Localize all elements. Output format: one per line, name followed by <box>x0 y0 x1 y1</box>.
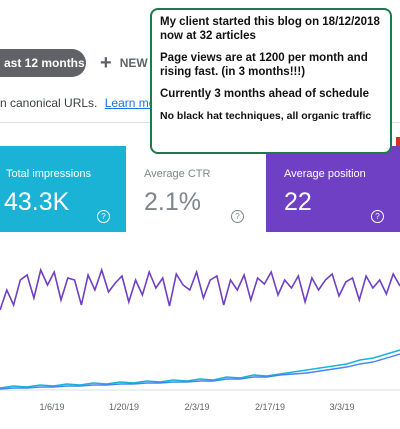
average-position-line <box>0 267 400 311</box>
x-axis-ticks: 1/6/19 1/20/19 2/3/19 2/17/19 3/3/19 <box>39 402 354 412</box>
toolbar: ast 12 months ✎ + NEW <box>0 40 400 86</box>
position-label: Average position <box>284 168 366 180</box>
annotation-text: Currently 3 months ahead of schedule <box>160 87 382 101</box>
annotation-text: Page views are at 1200 per month and ris… <box>160 51 382 79</box>
performance-chart: 1/6/19 1/20/19 2/3/19 2/17/19 3/3/19 <box>0 250 400 424</box>
x-tick-label: 2/17/19 <box>255 402 285 412</box>
help-icon[interactable]: ? <box>97 210 110 223</box>
performance-chart-svg: 1/6/19 1/20/19 2/3/19 2/17/19 3/3/19 <box>0 267 400 412</box>
total-impressions-line <box>0 349 400 389</box>
help-icon[interactable]: ? <box>371 210 384 223</box>
x-tick-label: 3/3/19 <box>329 402 354 412</box>
notice-text: n canonical URLs. <box>0 96 98 110</box>
annotation-line: Page views are at 1200 per month and <box>160 52 368 64</box>
new-button-label: NEW <box>119 56 148 70</box>
impressions-label: Total impressions <box>6 168 91 180</box>
annotation-line: No black hat techniques, all organic tra… <box>160 110 372 122</box>
date-range-chip[interactable]: ast 12 months ✎ <box>0 49 101 77</box>
help-icon[interactable]: ? <box>231 210 244 223</box>
ctr-label: Average CTR <box>144 168 211 180</box>
x-tick-label: 1/6/19 <box>39 402 64 412</box>
annotation-box: My client started this blog on 18/12/201… <box>150 8 392 154</box>
annotation-text: My client started this blog on 18/12/201… <box>160 15 382 43</box>
annotation-line: rising fast. (in 3 months!!!) <box>160 66 306 78</box>
annotation-line: now at 32 articles <box>160 30 256 42</box>
pencil-icon: ✎ <box>90 56 101 70</box>
total-clicks-line <box>0 353 400 390</box>
ctr-value: 2.1% <box>144 188 201 216</box>
annotation-line: My client started this blog on 18/12/201… <box>160 16 380 28</box>
annotation-text: No black hat techniques, all organic tra… <box>160 109 382 123</box>
position-value: 22 <box>284 188 312 216</box>
date-range-label: ast 12 months <box>4 56 85 70</box>
impressions-value: 43.3K <box>4 188 70 216</box>
total-impressions-card[interactable]: Total impressions 43.3K ? <box>0 146 126 232</box>
x-tick-label: 1/20/19 <box>109 402 139 412</box>
average-position-card[interactable]: Average position 22 ? <box>266 146 400 232</box>
canonical-notice: n canonical URLs. Learn more <box>0 96 166 110</box>
annotation-line: Currently 3 months ahead of schedule <box>160 88 369 100</box>
average-ctr-card[interactable]: Average CTR 2.1% ? <box>136 146 260 232</box>
plus-icon: + <box>100 52 112 74</box>
new-filter-button[interactable]: + NEW <box>100 49 148 77</box>
x-tick-label: 2/3/19 <box>184 402 209 412</box>
